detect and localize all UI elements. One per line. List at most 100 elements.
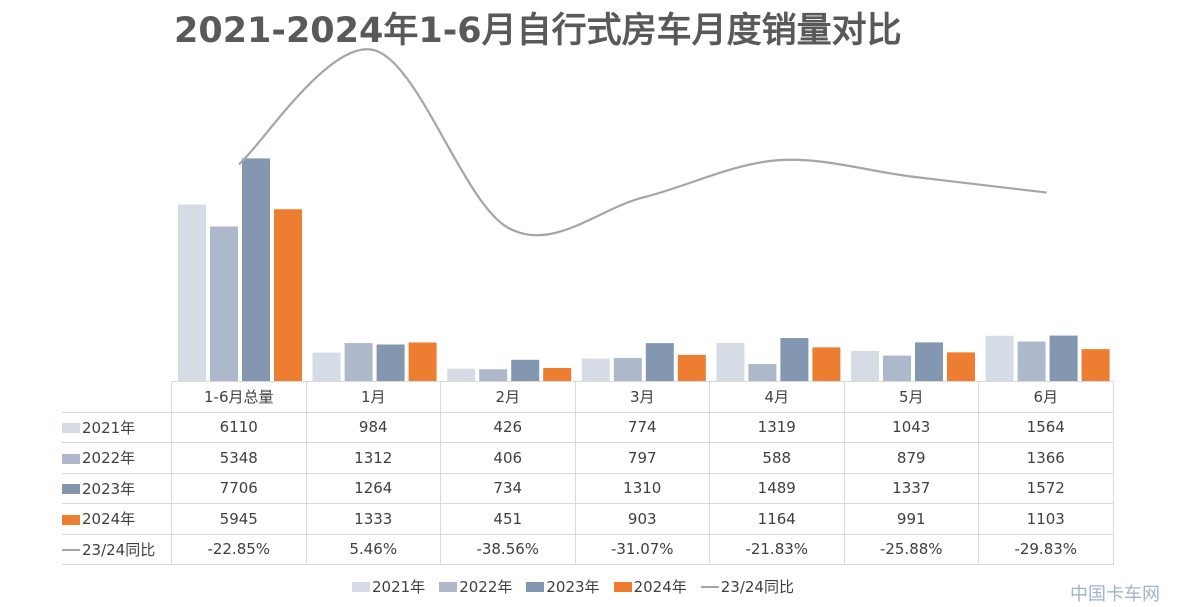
legend-label: 23/24同比 [720,578,794,596]
legend-label: 2024年 [633,578,687,596]
bar-2024年-4月 [812,347,841,381]
bar-2022年-5月 [883,355,911,381]
table-cell: -29.83% [978,533,1114,565]
legend-swatch-icon [352,581,370,592]
row-label: 2022年 [62,442,172,474]
table-row: 2022年 5348 1312 406 797 588 879 1366 [62,442,1114,474]
bar-2023年-1月 [376,344,405,381]
bar-2024年-1-6月总量 [274,209,302,381]
table-cell: 1572 [978,472,1114,504]
table-cell: 1333 [305,503,441,535]
table-cell: 451 [440,503,576,535]
table-cell: 406 [440,442,576,474]
table-cell: 1366 [978,442,1114,474]
bar-2023年-1-6月总量 [242,158,270,381]
column-header: 2月 [440,381,576,413]
legend-key-icon [62,514,80,525]
legend-key-icon [62,453,80,464]
row-label: 23/24同比 [62,533,172,565]
table-cell: 1319 [709,411,845,443]
bar-2021年-3月 [581,358,610,381]
column-header: 1-6月总量 [171,381,307,413]
table-cell: 1310 [574,472,710,504]
table-cell: 588 [709,442,845,474]
legend-item: 2021年 [352,576,425,597]
table-row: 2024年 5945 1333 451 903 1164 991 1103 [62,503,1114,535]
bar-2021年-6月 [985,335,1014,381]
column-header: 5月 [843,381,979,413]
legend-key-icon [62,549,80,552]
legend-key-icon [62,423,80,434]
table-cell: 426 [440,411,576,443]
table-cell: -31.07% [574,533,710,565]
table-cell: 1103 [978,503,1114,535]
legend: 2021年 2022年 2023年 2024年 23/24同比 [352,576,794,597]
row-label: 2021年 [62,411,172,443]
column-header: 1月 [305,381,441,413]
table-cell: -22.85% [171,533,307,565]
chart-title: 2021-2024年1-6月自行式房车月度销量对比 [174,11,902,51]
table-cell: 1043 [843,411,979,443]
bar-2023年-4月 [780,337,809,381]
table-cell: 984 [305,411,441,443]
row-label-text: 2022年 [82,449,136,468]
table-row: 2023年 7706 1264 734 1310 1489 1337 1572 [62,472,1114,504]
table-corner [62,381,172,412]
bar-2021年-2月 [447,368,476,381]
bar-2024年-2月 [543,367,572,381]
bar-2024年-1月 [408,342,437,381]
bar-2022年-3月 [613,357,642,381]
table-cell: 1564 [978,411,1114,443]
row-label-text: 23/24同比 [82,540,156,559]
table-cell: 903 [574,503,710,535]
legend-swatch-icon [613,581,632,592]
table-cell: 7706 [171,472,307,504]
legend-item: 2024年 [613,576,687,597]
table-cell: 879 [843,442,979,474]
table-cell: 5945 [171,503,307,535]
table-cell: 6110 [171,411,307,443]
bar-2024年-5月 [947,352,975,381]
data-table: 1-6月总量 1月 2月 3月 4月 5月 6月 2021年 6110 984 426… [62,381,1114,565]
legend-swatch-icon [526,581,545,592]
bar-2022年-2月 [479,369,508,381]
table-cell: -21.83% [709,533,845,565]
legend-key-icon [62,484,80,495]
legend-label: 2021年 [372,578,426,596]
bar-2023年-6月 [1049,335,1078,381]
table-cell: 1337 [843,472,979,504]
legend-swatch-icon [439,581,458,592]
table-cell: 1164 [709,503,845,535]
table-cell: 1489 [709,472,845,504]
bar-2022年-4月 [748,364,777,381]
legend-item: 2023年 [526,576,600,597]
bar-2022年-1-6月总量 [210,226,238,381]
table-cell: 5.46% [305,533,441,565]
bar-2023年-2月 [511,359,540,381]
bar-2021年-4月 [716,342,745,381]
row-label-text: 2021年 [82,418,136,437]
line-23-24-yoy [238,48,1047,237]
bar-2021年-5月 [851,350,879,381]
row-label-text: 2023年 [82,479,136,498]
watermark-logo: 中国卡车网 [1070,584,1160,605]
table-header-row: 1-6月总量 1月 2月 3月 4月 5月 6月 [62,381,1114,413]
column-header: 4月 [709,381,845,413]
bar-2021年-1月 [312,352,341,381]
legend-label: 2023年 [546,578,600,596]
legend-item: 2022年 [439,576,512,597]
table-cell: 1312 [305,442,441,474]
bar-2022年-6月 [1017,341,1046,381]
row-label: 2023年 [62,472,172,504]
table-cell: 1264 [305,472,441,504]
bar-2023年-5月 [915,342,943,381]
table-cell: 991 [843,503,979,535]
table-cell: 774 [574,411,710,443]
table-cell: 797 [574,442,710,474]
row-label-text: 2024年 [82,510,136,529]
bar-2022年-1月 [344,343,373,381]
legend-item: 23/24同比 [700,576,794,597]
row-label: 2024年 [62,503,172,535]
bar-2023年-3月 [645,343,674,381]
